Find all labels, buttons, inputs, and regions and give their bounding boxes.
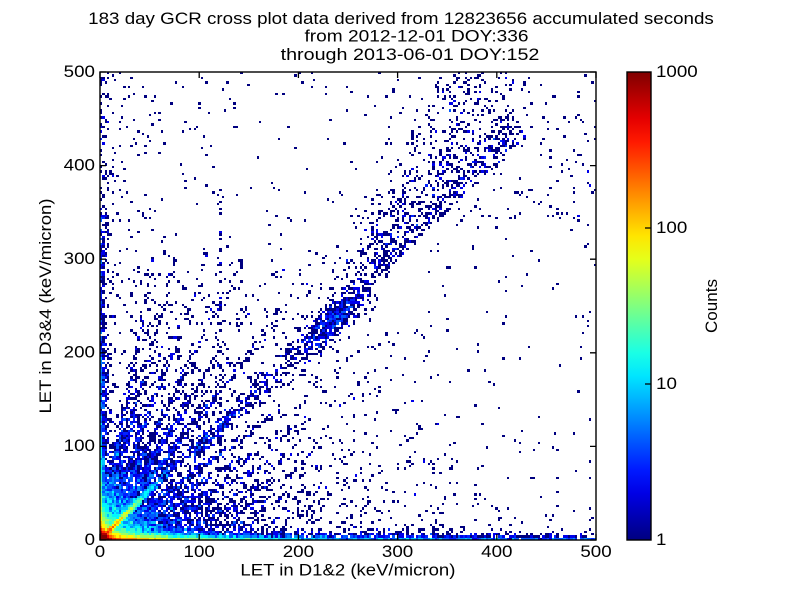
svg-text:300: 300 <box>64 250 95 268</box>
svg-text:200: 200 <box>64 344 95 362</box>
svg-text:100: 100 <box>656 219 687 237</box>
svg-text:10: 10 <box>656 375 677 393</box>
svg-text:200: 200 <box>283 543 314 561</box>
svg-text:500: 500 <box>580 543 611 561</box>
svg-text:1000: 1000 <box>656 63 698 81</box>
svg-text:500: 500 <box>64 63 95 81</box>
svg-text:100: 100 <box>64 437 95 455</box>
svg-text:from 2012-12-01 DOY:336: from 2012-12-01 DOY:336 <box>305 27 529 45</box>
svg-text:183 day GCR cross plot data de: 183 day GCR cross plot data derived from… <box>88 10 714 28</box>
svg-text:400: 400 <box>64 156 95 174</box>
svg-text:LET in D1&2 (keV/micron): LET in D1&2 (keV/micron) <box>240 562 455 580</box>
svg-text:300: 300 <box>382 543 413 561</box>
svg-text:through 2013-06-01 DOY:152: through 2013-06-01 DOY:152 <box>281 46 540 64</box>
svg-text:Counts: Counts <box>703 279 721 333</box>
svg-text:0: 0 <box>95 543 105 561</box>
svg-text:400: 400 <box>481 543 512 561</box>
svg-text:0: 0 <box>85 531 95 549</box>
svg-text:100: 100 <box>184 543 215 561</box>
svg-text:LET in D3&4 (keV/micron): LET in D3&4 (keV/micron) <box>37 199 55 414</box>
svg-text:1: 1 <box>656 531 666 549</box>
